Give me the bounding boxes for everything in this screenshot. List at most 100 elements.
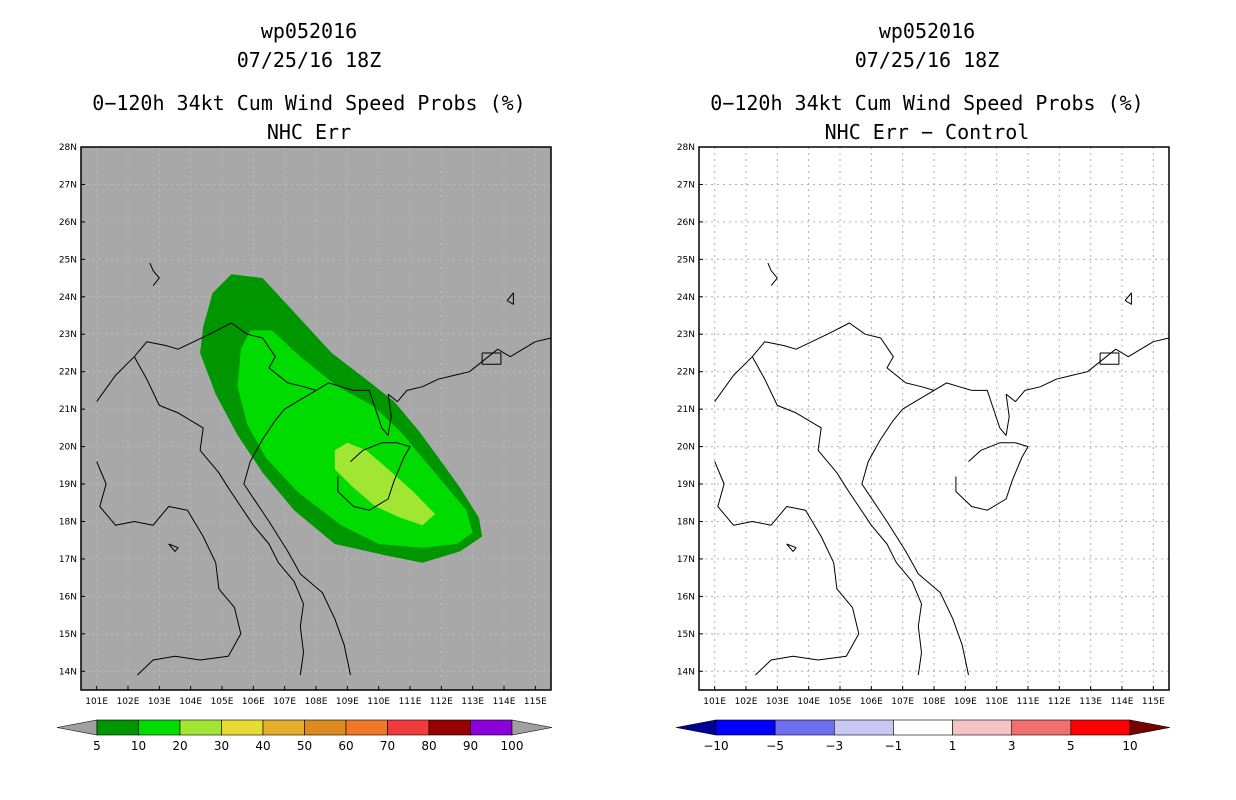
right-gridlines — [699, 146, 1169, 690]
colorbar-label: 20 — [172, 739, 187, 753]
colorbar-box — [179, 719, 222, 736]
x-tick-label: 111E — [399, 697, 422, 707]
y-tick-label: 17N — [677, 555, 695, 565]
colorbar-box — [952, 719, 1013, 736]
y-tick-label: 15N — [59, 630, 77, 640]
x-tick-label: 105E — [829, 697, 852, 707]
y-tick-label: 19N — [677, 480, 695, 490]
colorbar-high-triangle — [511, 719, 553, 736]
left-y-ticks: 14N 15N 16N 17N 18N 19N 20N 21N 22N 23N 24N 25N 26N 2… — [59, 143, 85, 677]
island-north — [149, 262, 160, 286]
colorbar-label: 90 — [463, 739, 478, 753]
island-gulf — [168, 543, 179, 552]
x-tick-label: 106E — [860, 697, 883, 707]
y-tick-label: 16N — [677, 592, 695, 602]
y-tick-label: 19N — [59, 480, 77, 490]
china-south-coast — [1005, 337, 1170, 403]
right-x-ticks: 101E 102E 103E 104E 105E 106E 107E 108E 109E 110E… — [703, 686, 1165, 707]
left-x-ticks: 101E 102E 103E 104E 105E 106E 107E 108E 109E 110E… — [85, 686, 547, 707]
hainan-island — [337, 442, 411, 511]
x-tick-label: 104E — [179, 697, 202, 707]
y-tick-label: 23N — [677, 330, 695, 340]
y-tick-label: 21N — [677, 405, 695, 415]
x-tick-label: 115E — [524, 697, 547, 707]
vietnam-china-coast — [243, 382, 354, 676]
leizhou-peninsula — [971, 389, 1010, 436]
right-date: 07/25/16 18Z — [855, 48, 1000, 72]
colorbar-box — [1070, 719, 1131, 736]
colorbar-box — [262, 719, 305, 736]
right-panel: wp052016 07/25/16 18Z 0−120h 34kt Cum Wi… — [675, 19, 1171, 753]
colorbar-label: 60 — [338, 739, 353, 753]
y-tick-label: 28N — [677, 143, 695, 153]
right-chart-subtitle: NHC Err − Control — [825, 120, 1030, 144]
x-tick-label: 105E — [211, 697, 234, 707]
x-tick-label: 110E — [985, 697, 1008, 707]
colorbar-label: 10 — [131, 739, 146, 753]
colorbar-label: 1 — [949, 739, 957, 753]
colorbar-box — [387, 719, 430, 736]
right-storm-id: wp052016 — [879, 19, 975, 43]
x-tick-label: 101E — [703, 697, 726, 707]
x-tick-label: 112E — [1048, 697, 1071, 707]
right-coastlines — [714, 262, 1170, 676]
left-storm-id: wp052016 — [261, 19, 357, 43]
colorbar-box — [345, 719, 388, 736]
taiwan-strait-islet — [506, 292, 514, 305]
colorbar-label: 40 — [255, 739, 270, 753]
colorbar-label: −10 — [703, 739, 728, 753]
y-tick-label: 20N — [59, 443, 77, 453]
colorbar-low-triangle — [675, 719, 717, 736]
x-tick-label: 101E — [85, 697, 108, 707]
colorbar-box — [304, 719, 347, 736]
colorbar-box — [470, 719, 513, 736]
x-tick-label: 109E — [336, 697, 359, 707]
left-date: 07/25/16 18Z — [237, 48, 382, 72]
colorbar-box — [221, 719, 264, 736]
colorbar-label: 10 — [1122, 739, 1137, 753]
right-colorbar: −10 −5 −3 −1 1 3 5 10 — [675, 719, 1171, 753]
hainan-island — [955, 442, 1029, 511]
colorbar-label: 30 — [214, 739, 229, 753]
y-tick-label: 14N — [677, 667, 695, 677]
y-tick-label: 26N — [677, 218, 695, 228]
right-y-ticks: 14N 15N 16N 17N 18N 19N 20N 21N 22N 23N 24N 25N 26N 2… — [677, 143, 703, 677]
y-tick-label: 25N — [59, 255, 77, 265]
y-tick-label: 25N — [677, 255, 695, 265]
x-tick-label: 108E — [923, 697, 946, 707]
china-south-coast — [387, 337, 552, 403]
colorbar-box — [138, 719, 181, 736]
left-panel: wp052016 07/25/16 18Z 0−120h 34kt Cum Wi… — [56, 19, 553, 753]
y-tick-label: 16N — [59, 592, 77, 602]
y-tick-label: 26N — [59, 218, 77, 228]
x-tick-label: 109E — [954, 697, 977, 707]
left-coastlines — [96, 262, 552, 676]
taiwan-strait-islet — [1124, 292, 1132, 305]
y-tick-label: 27N — [677, 180, 695, 190]
colorbar-label: 70 — [380, 739, 395, 753]
island-gulf — [786, 543, 797, 552]
left-colorbar: 5 10 20 30 40 50 60 70 80 90 100 — [56, 719, 553, 753]
colorbar-label: −1 — [885, 739, 903, 753]
border-laos-thailand — [96, 461, 242, 676]
y-tick-label: 22N — [59, 368, 77, 378]
colorbar-label: 5 — [93, 739, 101, 753]
colorbar-label: −5 — [766, 739, 784, 753]
y-tick-label: 22N — [677, 368, 695, 378]
x-tick-label: 107E — [891, 697, 914, 707]
border-laos-thailand — [714, 461, 860, 676]
border-laos-vietnam — [133, 356, 304, 676]
colorbar-box — [1011, 719, 1072, 736]
colorbar-box — [715, 719, 776, 736]
border-china-north-vietnam-laos — [714, 322, 935, 402]
leizhou-peninsula — [353, 389, 392, 436]
right-chart-title: 0−120h 34kt Cum Wind Speed Probs (%) — [710, 91, 1143, 115]
colorbar-high-triangle — [1129, 719, 1171, 736]
y-tick-label: 24N — [59, 293, 77, 303]
y-tick-label: 27N — [59, 180, 77, 190]
colorbar-label: 80 — [421, 739, 436, 753]
island-north — [767, 262, 778, 286]
x-tick-label: 111E — [1017, 697, 1040, 707]
x-tick-label: 110E — [367, 697, 390, 707]
x-tick-label: 107E — [273, 697, 296, 707]
